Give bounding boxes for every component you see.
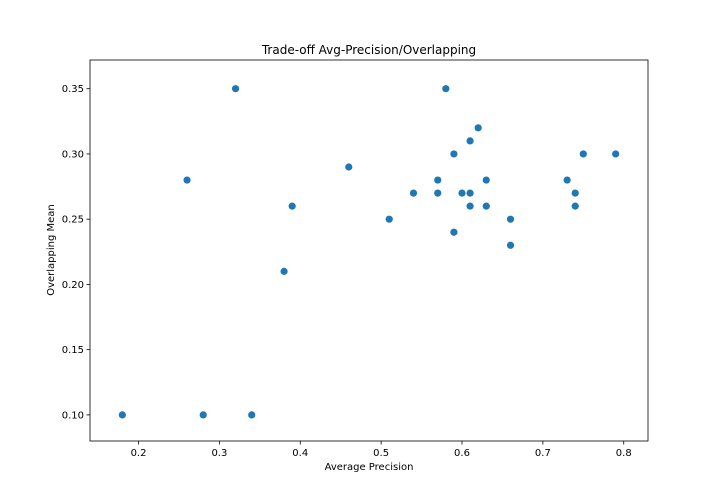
- scatter-point: [571, 202, 579, 210]
- scatter-point: [579, 150, 587, 158]
- scatter-point: [199, 411, 207, 419]
- y-tick-label: 0.10: [62, 410, 84, 421]
- scatter-point: [450, 150, 458, 158]
- scatter-point: [231, 85, 240, 93]
- scatter-point: [612, 150, 620, 158]
- scatter-point: [458, 189, 466, 197]
- scatter-point: [118, 411, 126, 419]
- x-tick-label: 0.7: [535, 448, 551, 459]
- scatter-point: [506, 215, 515, 223]
- y-tick-label: 0.35: [62, 84, 84, 95]
- scatter-point: [183, 176, 191, 184]
- scatter-point: [474, 124, 482, 132]
- scatter-point: [482, 176, 490, 184]
- x-axis: 0.2 0.3 0.4 0.5 0.6 0.7 0.8: [131, 441, 632, 459]
- x-tick-label: 0.5: [373, 448, 389, 459]
- scatter-point: [280, 267, 288, 275]
- scatter-point: [466, 189, 474, 197]
- scatter-point: [506, 241, 515, 249]
- scatter-point: [442, 85, 450, 93]
- scatter-point: [409, 189, 418, 197]
- scatter-point: [571, 189, 579, 197]
- scatter-point: [288, 202, 296, 210]
- x-axis-label: Average Precision: [325, 462, 414, 473]
- scatter-point: [466, 137, 474, 145]
- x-tick-label: 0.3: [211, 448, 227, 459]
- scatter-point: [248, 411, 256, 419]
- y-axis: 0.10 0.15 0.20 0.25 0.30 0.35: [62, 84, 90, 421]
- y-tick-label: 0.15: [62, 345, 84, 356]
- scatter-point: [450, 228, 458, 236]
- y-tick-label: 0.30: [62, 149, 84, 160]
- scatter-point: [434, 189, 442, 197]
- y-axis-label: Overlapping Mean: [46, 204, 57, 296]
- data-points: [118, 85, 620, 419]
- scatter-point: [482, 202, 490, 210]
- y-tick-label: 0.20: [62, 280, 84, 291]
- chart-title: Trade-off Avg-Precision/Overlapping: [261, 43, 476, 57]
- x-tick-label: 0.6: [454, 448, 470, 459]
- y-tick-label: 0.25: [62, 215, 84, 226]
- scatter-point: [434, 176, 442, 184]
- plot-area: [89, 59, 649, 442]
- x-tick-label: 0.2: [131, 448, 147, 459]
- scatter-point: [563, 176, 571, 184]
- scatter-point: [345, 163, 353, 171]
- x-tick-label: 0.4: [292, 448, 308, 459]
- scatter-point: [466, 202, 474, 210]
- scatter-point: [385, 215, 393, 223]
- x-tick-label: 0.8: [616, 448, 632, 459]
